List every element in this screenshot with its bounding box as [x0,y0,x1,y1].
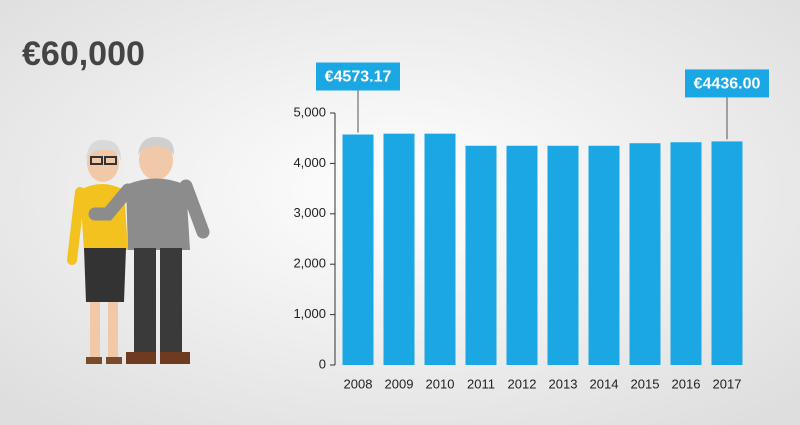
x-tick-label: 2011 [467,376,495,391]
y-tick-label: 3,000 [293,205,326,220]
value-label-box [316,62,400,91]
bar [383,133,415,365]
bar [547,145,579,365]
bar [711,141,743,365]
x-tick-label: 2014 [590,376,619,391]
x-tick-label: 2015 [631,376,660,391]
x-tick-label: 2010 [426,376,455,391]
y-tick-label: 1,000 [293,306,326,321]
bar [342,134,374,365]
y-tick-label: 0 [319,356,326,371]
x-tick-label: 2017 [713,376,742,391]
bar [629,143,661,365]
value-label: €4573.17 [325,69,392,86]
chart-title: €60,000 [22,35,145,73]
y-tick-label: 2,000 [293,256,326,271]
bar [670,142,702,365]
x-tick-label: 2016 [672,376,701,391]
x-tick-label: 2009 [385,376,414,391]
illustration [67,136,210,364]
y-tick-label: 4,000 [293,155,326,170]
bar [465,145,497,365]
value-label: €4436.00 [694,76,761,93]
x-tick-label: 2008 [344,376,373,391]
bar [424,133,456,365]
y-tick-label: 5,000 [293,104,326,119]
bar [588,145,620,365]
x-tick-label: 2012 [508,376,537,391]
bar [506,145,538,365]
value-label-box [685,69,769,98]
x-tick-label: 2013 [549,376,578,391]
